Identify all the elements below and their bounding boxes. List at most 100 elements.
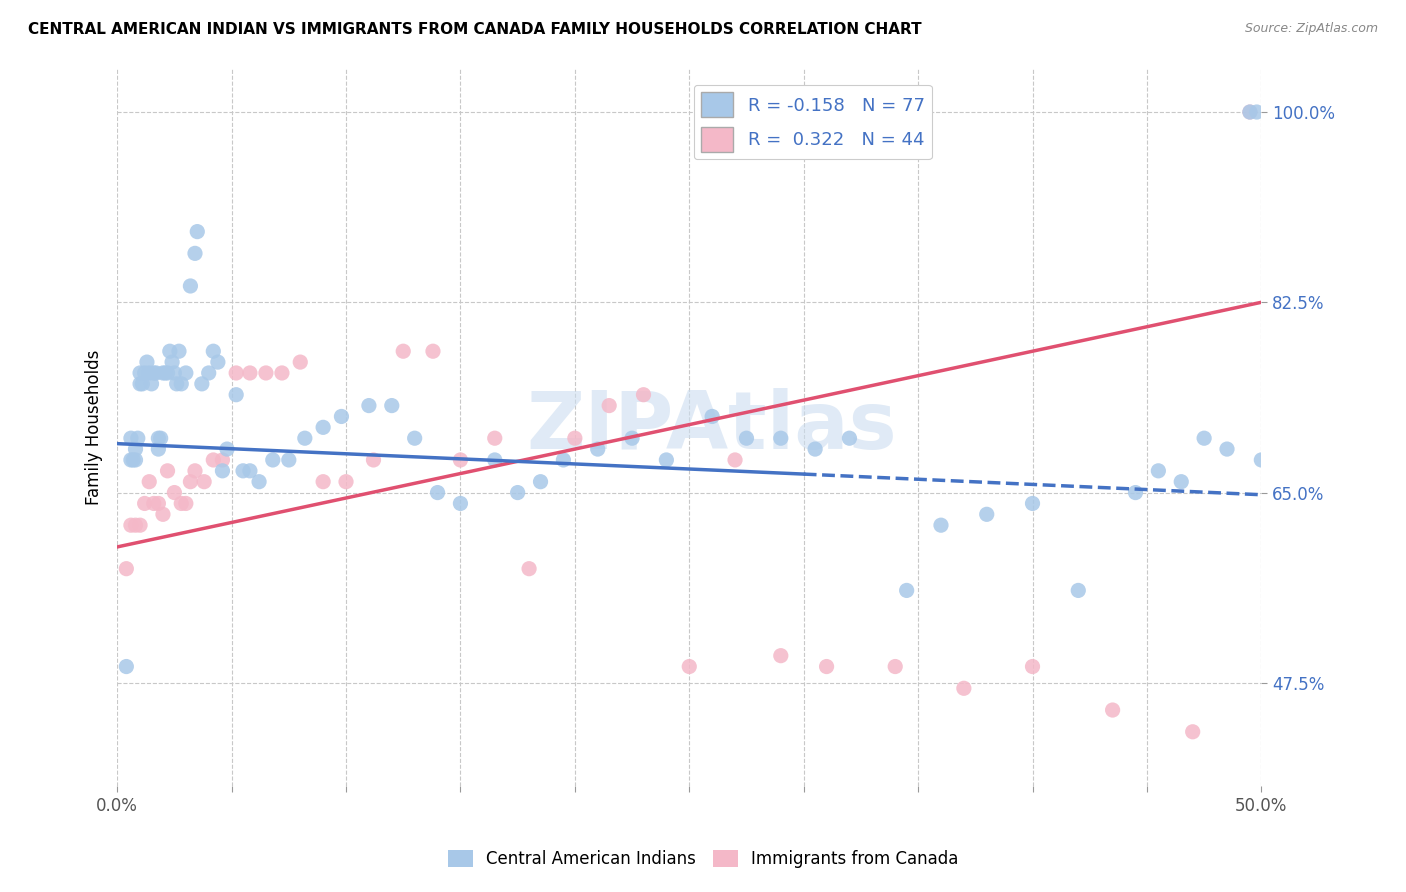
Point	[655, 453, 678, 467]
Point	[142, 366, 165, 380]
Point	[170, 496, 193, 510]
Point	[1170, 475, 1192, 489]
Point	[134, 496, 156, 510]
Point	[134, 366, 156, 380]
Point	[290, 355, 312, 369]
Point	[277, 453, 299, 467]
Point	[769, 431, 792, 445]
Point	[152, 366, 174, 380]
Point	[392, 344, 415, 359]
Point	[120, 431, 142, 445]
Point	[330, 409, 353, 424]
Point	[271, 366, 294, 380]
Point	[136, 355, 159, 369]
Point	[138, 366, 160, 380]
Point	[1125, 485, 1147, 500]
Point	[159, 344, 181, 359]
Point	[553, 453, 575, 467]
Point	[1216, 442, 1239, 456]
Point	[120, 518, 142, 533]
Point	[166, 376, 188, 391]
Point	[225, 388, 247, 402]
Point	[124, 442, 146, 456]
Point	[484, 453, 506, 467]
Point	[211, 464, 233, 478]
Point	[193, 475, 215, 489]
Point	[129, 366, 152, 380]
Point	[426, 485, 449, 500]
Point	[124, 453, 146, 467]
Point	[127, 431, 149, 445]
Point	[163, 366, 186, 380]
Point	[1246, 105, 1268, 120]
Point	[156, 366, 179, 380]
Point	[312, 475, 335, 489]
Point	[929, 518, 952, 533]
Point	[294, 431, 316, 445]
Point	[163, 485, 186, 500]
Text: Source: ZipAtlas.com: Source: ZipAtlas.com	[1244, 22, 1378, 36]
Y-axis label: Family Households: Family Households	[86, 350, 103, 505]
Point	[1021, 496, 1043, 510]
Point	[449, 453, 471, 467]
Point	[148, 431, 170, 445]
Point	[1067, 583, 1090, 598]
Point	[129, 518, 152, 533]
Point	[896, 583, 918, 598]
Point	[564, 431, 586, 445]
Point	[422, 344, 444, 359]
Point	[120, 453, 142, 467]
Point	[884, 659, 907, 673]
Point	[170, 376, 193, 391]
Point	[953, 681, 976, 696]
Point	[191, 376, 214, 391]
Point	[129, 376, 152, 391]
Point	[838, 431, 860, 445]
Point	[1239, 105, 1261, 120]
Point	[148, 442, 170, 456]
Point	[335, 475, 357, 489]
Point	[232, 464, 254, 478]
Point	[262, 453, 284, 467]
Point	[506, 485, 529, 500]
Point	[621, 431, 644, 445]
Point	[247, 475, 270, 489]
Point	[131, 376, 153, 391]
Point	[142, 496, 165, 510]
Point	[239, 366, 262, 380]
Point	[149, 431, 172, 445]
Point	[115, 659, 138, 673]
Legend: R = -0.158   N = 77, R =  0.322   N = 44: R = -0.158 N = 77, R = 0.322 N = 44	[693, 85, 932, 160]
Point	[124, 518, 146, 533]
Point	[141, 376, 163, 391]
Point	[145, 366, 167, 380]
Point	[1181, 724, 1204, 739]
Point	[202, 453, 225, 467]
Point	[1147, 464, 1170, 478]
Point	[156, 464, 179, 478]
Point	[724, 453, 747, 467]
Point	[179, 475, 201, 489]
Point	[517, 562, 540, 576]
Point	[167, 344, 190, 359]
Point	[174, 496, 197, 510]
Legend: Central American Indians, Immigrants from Canada: Central American Indians, Immigrants fro…	[441, 843, 965, 875]
Point	[211, 453, 233, 467]
Point	[225, 366, 247, 380]
Point	[1021, 659, 1043, 673]
Point	[357, 399, 380, 413]
Point	[202, 344, 225, 359]
Point	[484, 431, 506, 445]
Point	[184, 246, 207, 260]
Point	[179, 279, 201, 293]
Point	[155, 366, 177, 380]
Point	[702, 409, 724, 424]
Point	[197, 366, 219, 380]
Point	[312, 420, 335, 434]
Point	[678, 659, 700, 673]
Point	[148, 496, 170, 510]
Point	[160, 355, 183, 369]
Point	[215, 442, 238, 456]
Point	[184, 464, 207, 478]
Point	[152, 508, 174, 522]
